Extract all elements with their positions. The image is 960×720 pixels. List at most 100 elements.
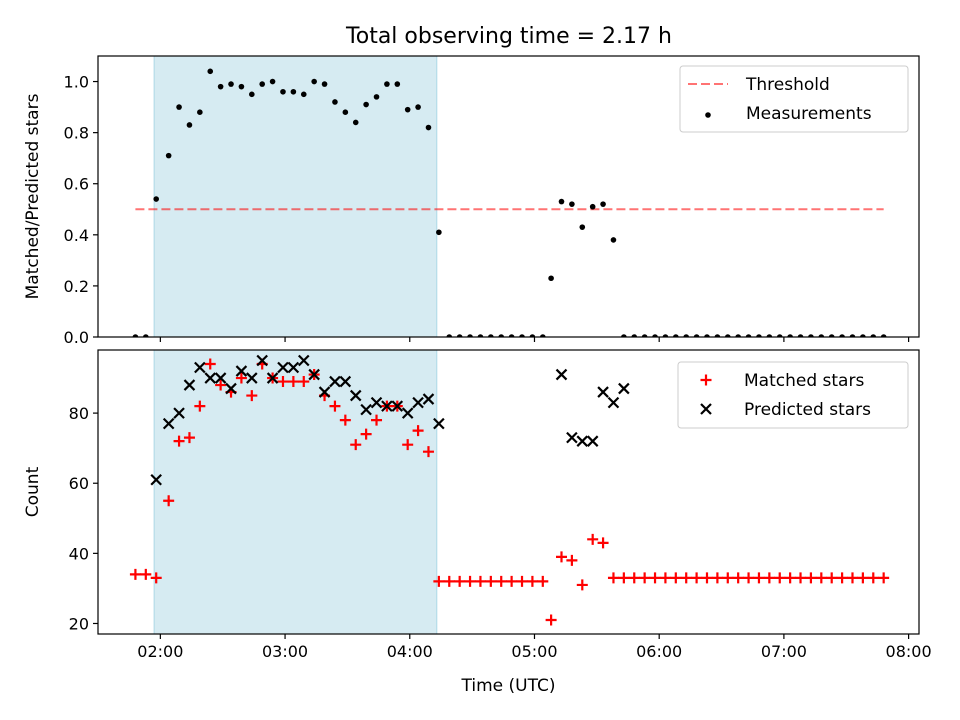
predicted-star-point (225, 382, 237, 395)
x-axis-label: Time (UTC) (461, 676, 556, 696)
measurement-point (579, 224, 586, 230)
matched-star-point (649, 572, 661, 584)
predicted-star-point (235, 365, 248, 377)
top-panel: 0.0 0.2 0.4 0.6 0.8 1.0 Matched/Predicted star… (23, 55, 920, 347)
measurement-point (693, 334, 700, 337)
measurement-point (207, 68, 214, 75)
matched-star-point (140, 568, 152, 580)
measurement-point (290, 88, 297, 95)
matched-star-point (701, 572, 713, 584)
measurement-point (217, 83, 224, 90)
y-tick-label: 1.0 (64, 73, 89, 92)
matched-star-point (826, 572, 838, 584)
legend: Threshold Measurements (679, 65, 909, 133)
measurement-point (132, 334, 139, 337)
matched-star-point (878, 572, 890, 584)
matched-star-point (711, 572, 723, 584)
measurement-point (488, 334, 494, 337)
measurement-point (508, 334, 515, 337)
matched-star-point (566, 554, 578, 566)
matched-star-point (329, 400, 341, 412)
measurement-point (704, 334, 710, 337)
y-axis-label: Count (23, 466, 43, 517)
measurement-point (176, 104, 182, 110)
y-tick-label: 0.2 (64, 277, 89, 296)
observing-window-span (154, 350, 437, 634)
measurement-point (652, 334, 658, 337)
matched-star-point (722, 572, 734, 584)
bottom-panel: 02:00 03:00 04:00 05:00 06:00 07:00 08:00 20 40 6… (23, 349, 932, 696)
axes-frame (97, 349, 920, 635)
matched-star-point (836, 572, 848, 584)
matched-star-point (129, 568, 141, 580)
plot-area (129, 354, 890, 626)
x-tick-label: 03:00 (262, 642, 308, 661)
predicted-star-point (277, 361, 289, 374)
measurement-point (311, 78, 317, 85)
matched-star-point (815, 572, 827, 584)
matched-star-point (298, 376, 310, 388)
predicted-star-point (381, 400, 393, 412)
matched-star-point (691, 572, 703, 584)
predicted-star-point (246, 372, 258, 384)
matched-star-point (639, 572, 651, 584)
matched-star-point (537, 575, 549, 587)
predicted-star-point (256, 354, 268, 367)
measurement-point (259, 81, 266, 87)
x-tick-label: 05:00 (511, 642, 557, 661)
predicted-star-point (412, 396, 424, 409)
measurement-point (735, 334, 741, 337)
matched-star-point (506, 575, 518, 587)
predicted-star-point (370, 396, 383, 409)
matched-star-point (576, 579, 588, 591)
matched-star-point (235, 372, 247, 384)
y-axis-label: Matched/Predicted stars (23, 93, 43, 299)
measurement-point (745, 334, 752, 337)
measurement-point (797, 334, 804, 337)
measurement-point (321, 81, 328, 87)
matched-star-point (443, 575, 455, 587)
matched-star-point (556, 551, 568, 563)
measurement-point (621, 334, 627, 337)
matched-star-point (150, 572, 162, 584)
matched-star-point (628, 572, 640, 584)
measurement-point (332, 99, 338, 105)
measurement-point (808, 334, 814, 337)
matched-star-point (545, 614, 557, 626)
legend-predicted-swatch (700, 403, 712, 415)
y-tick-label: 0.4 (64, 226, 89, 245)
measurement-point (197, 109, 203, 115)
matched-star-point (670, 572, 682, 584)
legend-measurement-swatch (705, 112, 711, 118)
matched-star-point (763, 572, 775, 584)
matched-star-point (204, 358, 216, 370)
matched-star-point (784, 572, 796, 584)
predicted-star-point (576, 435, 589, 447)
matched-star-point (857, 572, 869, 584)
measurement-point (394, 81, 401, 87)
matched-star-point (732, 572, 744, 584)
legend-box (679, 65, 909, 133)
matched-star-point (607, 572, 619, 584)
matched-star-point (867, 572, 879, 584)
measurement-point (436, 229, 442, 236)
matched-star-point (587, 533, 599, 545)
matched-star-point (215, 379, 227, 391)
matched-star-point (371, 414, 383, 426)
predicted-star-point (329, 375, 341, 388)
predicted-star-point (173, 407, 185, 419)
matched-star-point (360, 428, 372, 440)
matched-star-point (795, 572, 807, 584)
predicted-star-point (360, 403, 372, 416)
predicted-star-point (214, 372, 227, 384)
measurement-point (384, 81, 390, 87)
plot-area (132, 68, 887, 337)
x-tick-label: 06:00 (636, 642, 682, 661)
predicted-star-point (204, 372, 217, 384)
x-tick-label: 07:00 (761, 642, 807, 661)
predicted-star-point (422, 393, 435, 405)
measurement-point (641, 334, 648, 337)
y-tick-label: 0.6 (64, 175, 89, 194)
measurement-point (342, 109, 349, 115)
